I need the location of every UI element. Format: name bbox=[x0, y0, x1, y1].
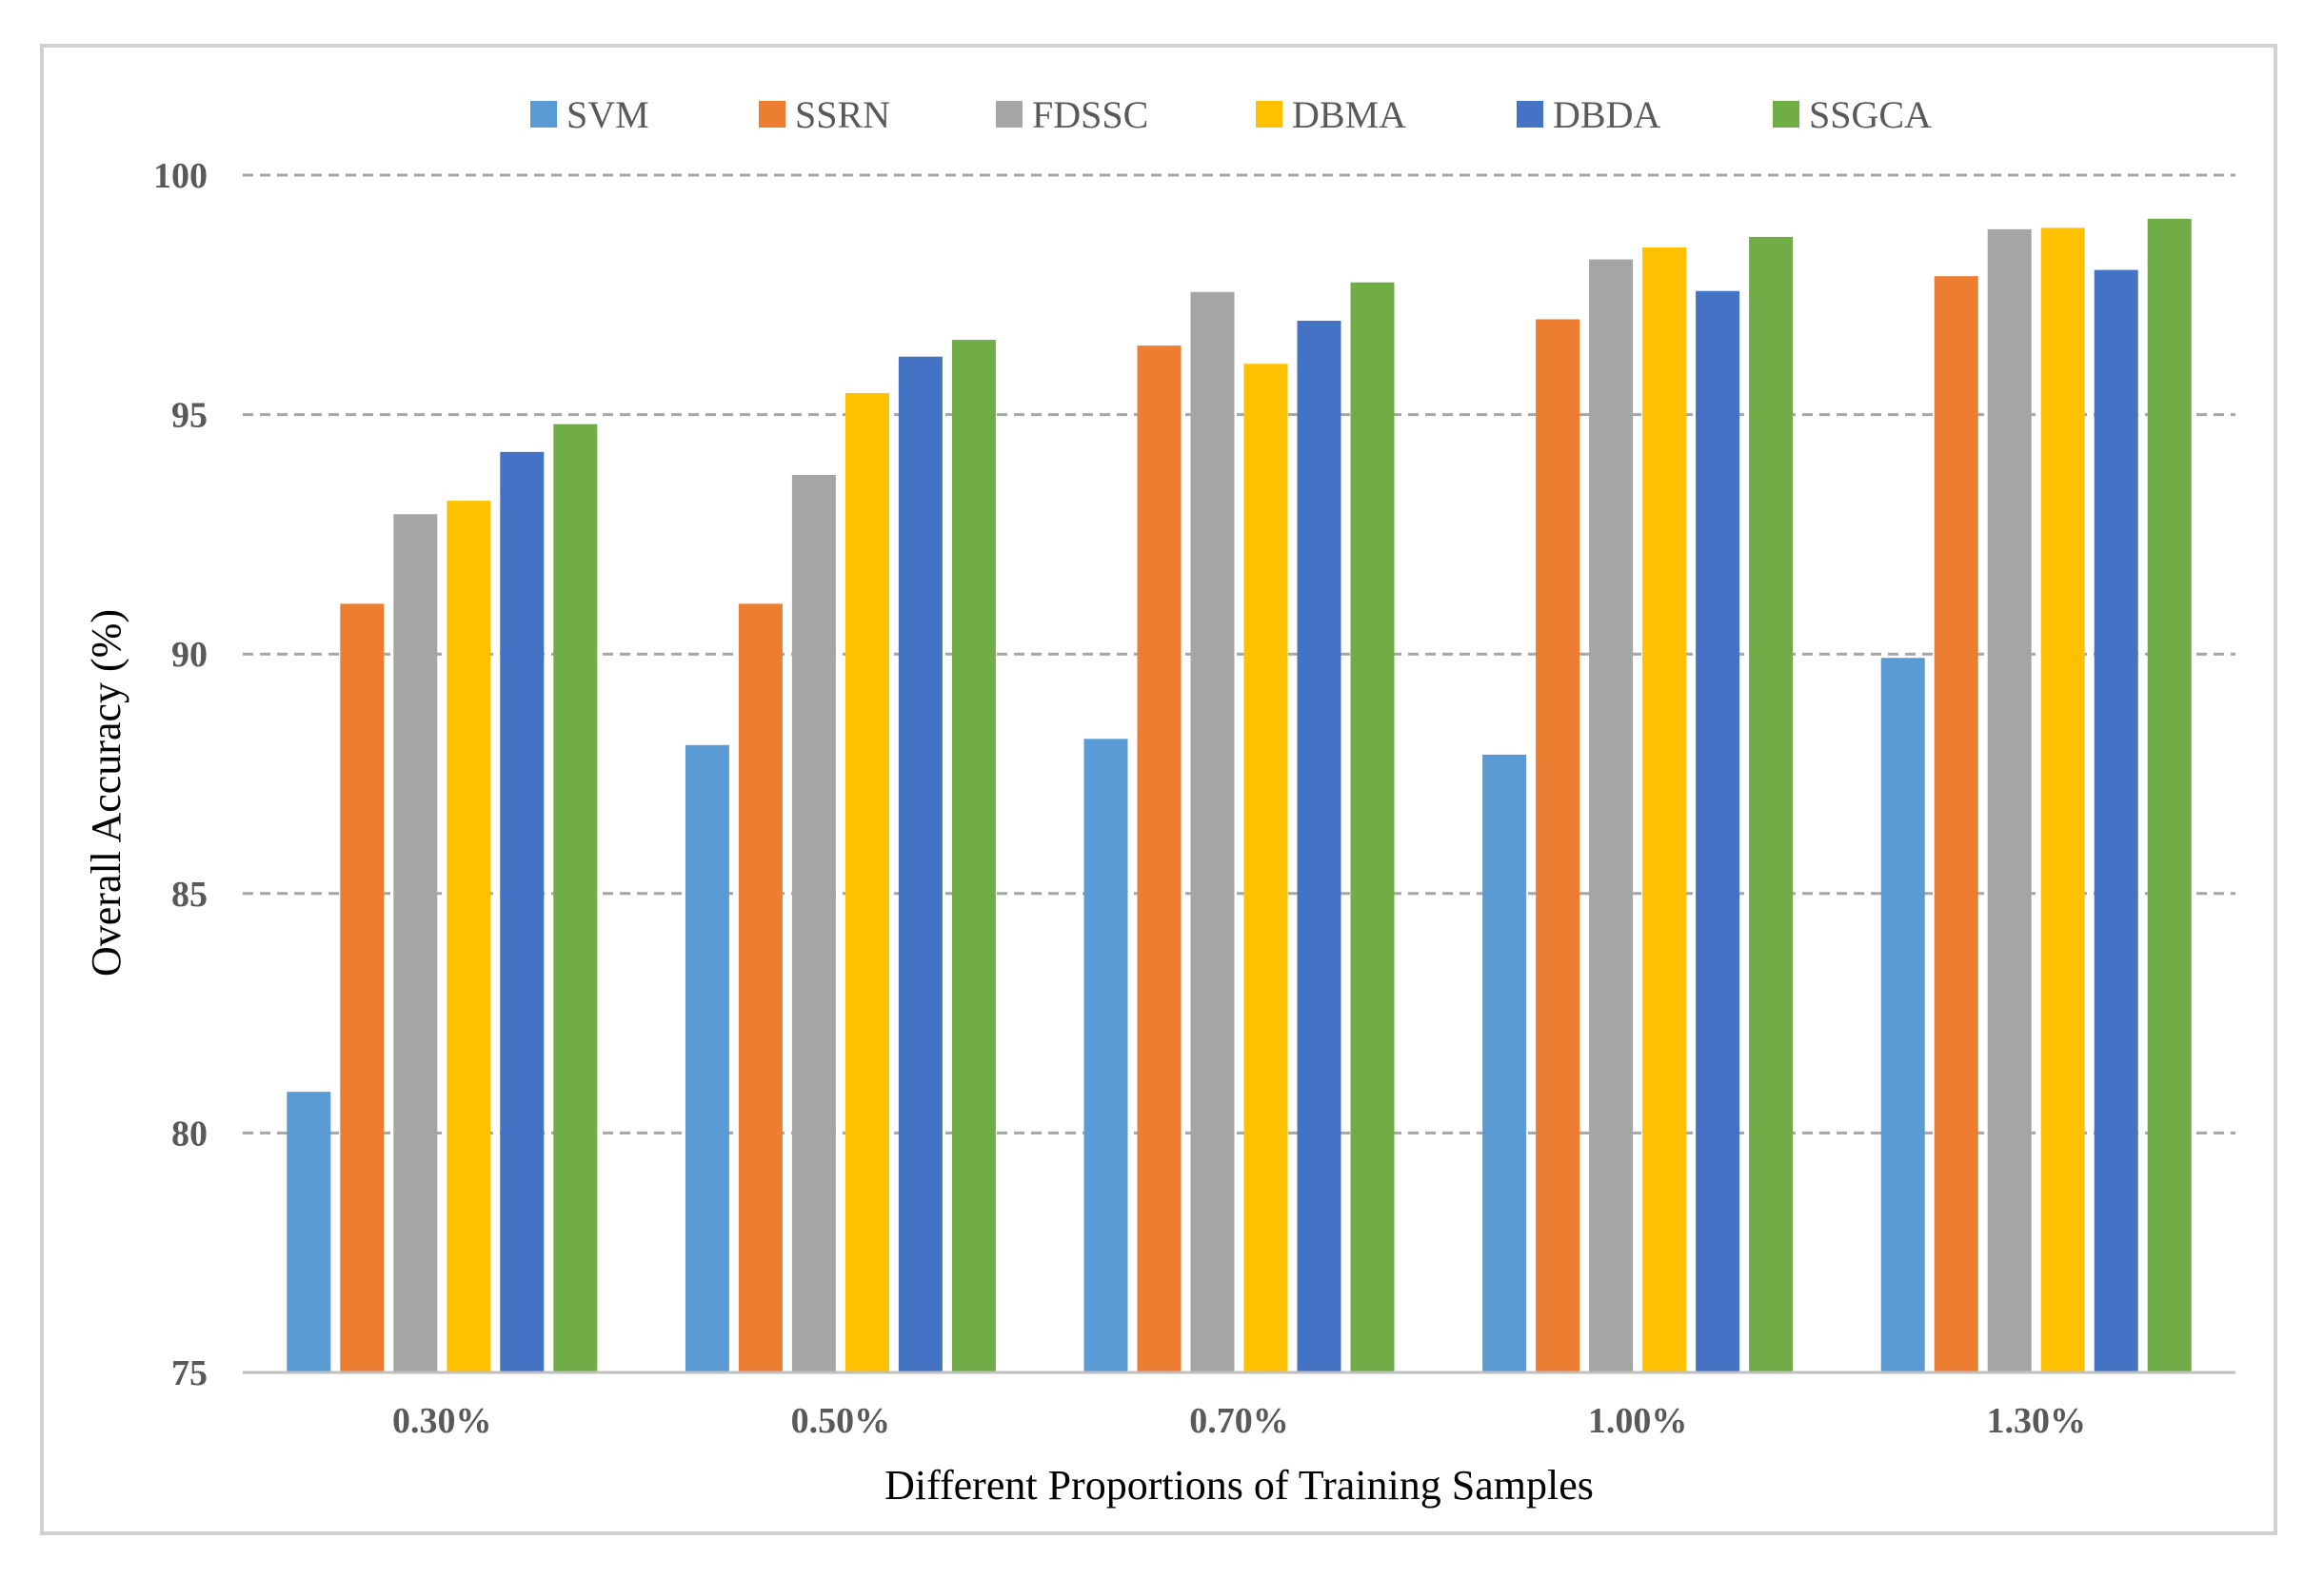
bar-ssgca-4 bbox=[2147, 218, 2192, 1372]
bar-svm-4 bbox=[1880, 658, 1925, 1372]
bar-dbda-2 bbox=[1297, 320, 1341, 1373]
legend-label: FDSSC bbox=[1032, 93, 1148, 136]
y-tick-label: 100 bbox=[153, 156, 208, 196]
bar-svm-3 bbox=[1482, 754, 1527, 1372]
legend-swatch bbox=[1773, 101, 1799, 128]
legend-swatch bbox=[1256, 101, 1282, 128]
bar-fdssc-3 bbox=[1589, 259, 1634, 1372]
x-axis-ticks: 0.30% 0.50% 0.70% 1.00% 1.30% bbox=[392, 1401, 2086, 1441]
bars bbox=[287, 218, 2192, 1373]
x-tick-label: 0.50% bbox=[791, 1401, 891, 1441]
legend-item-ssgca: SSGCA bbox=[1773, 93, 1932, 136]
legend-label: SSRN bbox=[795, 93, 890, 136]
x-tick-label: 1.00% bbox=[1588, 1401, 1688, 1441]
legend-label: DBDA bbox=[1553, 93, 1660, 136]
bar-ssgca-1 bbox=[951, 340, 996, 1372]
bar-ssrn-2 bbox=[1137, 345, 1182, 1373]
bar-ssgca-3 bbox=[1749, 236, 1794, 1372]
legend-item-ssrn: SSRN bbox=[759, 93, 890, 136]
legend-label: SVM bbox=[566, 93, 649, 136]
bar-ssrn-4 bbox=[1934, 276, 1978, 1373]
legend-swatch bbox=[759, 101, 785, 128]
bar-ssrn-1 bbox=[738, 603, 783, 1372]
y-tick-label: 85 bbox=[171, 875, 208, 915]
bar-fdssc-0 bbox=[393, 514, 438, 1372]
bar-dbda-3 bbox=[1696, 290, 1740, 1372]
legend-item-dbda: DBDA bbox=[1517, 93, 1660, 136]
bar-ssgca-0 bbox=[553, 424, 598, 1372]
legend-swatch bbox=[1517, 101, 1543, 128]
legend-swatch bbox=[530, 101, 557, 128]
y-tick-label: 90 bbox=[171, 635, 208, 675]
bar-dbda-4 bbox=[2094, 269, 2138, 1373]
bar-svm-2 bbox=[1083, 739, 1128, 1372]
y-axis-title: Overall Accuracy (%) bbox=[83, 609, 129, 977]
bar-fdssc-4 bbox=[1987, 228, 2032, 1373]
legend-item-svm: SVM bbox=[530, 93, 649, 136]
bar-ssrn-3 bbox=[1536, 319, 1580, 1373]
legend-label: SSGCA bbox=[1809, 93, 1932, 136]
bar-fdssc-1 bbox=[791, 475, 836, 1373]
y-tick-label: 80 bbox=[171, 1114, 208, 1154]
bar-dbma-0 bbox=[447, 501, 491, 1372]
bar-ssrn-0 bbox=[340, 603, 385, 1372]
legend-item-dbma: DBMA bbox=[1256, 93, 1406, 136]
bar-svm-0 bbox=[287, 1092, 331, 1372]
bar-fdssc-2 bbox=[1190, 291, 1235, 1373]
bar-dbma-4 bbox=[2040, 227, 2085, 1372]
y-axis-ticks: 75 80 85 90 95 100 bbox=[153, 156, 208, 1393]
legend-swatch bbox=[996, 101, 1023, 128]
x-axis-title: Different Proportions of Training Sample… bbox=[884, 1462, 1594, 1509]
legend: SVM SSRN FDSSC DBMA DBDA SSGCA bbox=[530, 93, 1932, 136]
legend-item-fdssc: FDSSC bbox=[996, 93, 1148, 136]
bar-dbma-3 bbox=[1642, 247, 1687, 1373]
bar-svm-1 bbox=[685, 744, 729, 1372]
bar-dbma-2 bbox=[1243, 364, 1288, 1373]
x-tick-label: 0.70% bbox=[1189, 1401, 1289, 1441]
bar-dbda-0 bbox=[500, 451, 545, 1372]
x-tick-label: 1.30% bbox=[1986, 1401, 2086, 1441]
legend-label: DBMA bbox=[1292, 93, 1406, 136]
bar-dbda-1 bbox=[898, 356, 943, 1373]
y-tick-label: 95 bbox=[171, 396, 208, 436]
x-tick-label: 0.30% bbox=[392, 1401, 492, 1441]
bar-ssgca-2 bbox=[1350, 282, 1395, 1372]
bar-dbma-1 bbox=[844, 392, 889, 1372]
y-tick-label: 75 bbox=[171, 1353, 208, 1393]
